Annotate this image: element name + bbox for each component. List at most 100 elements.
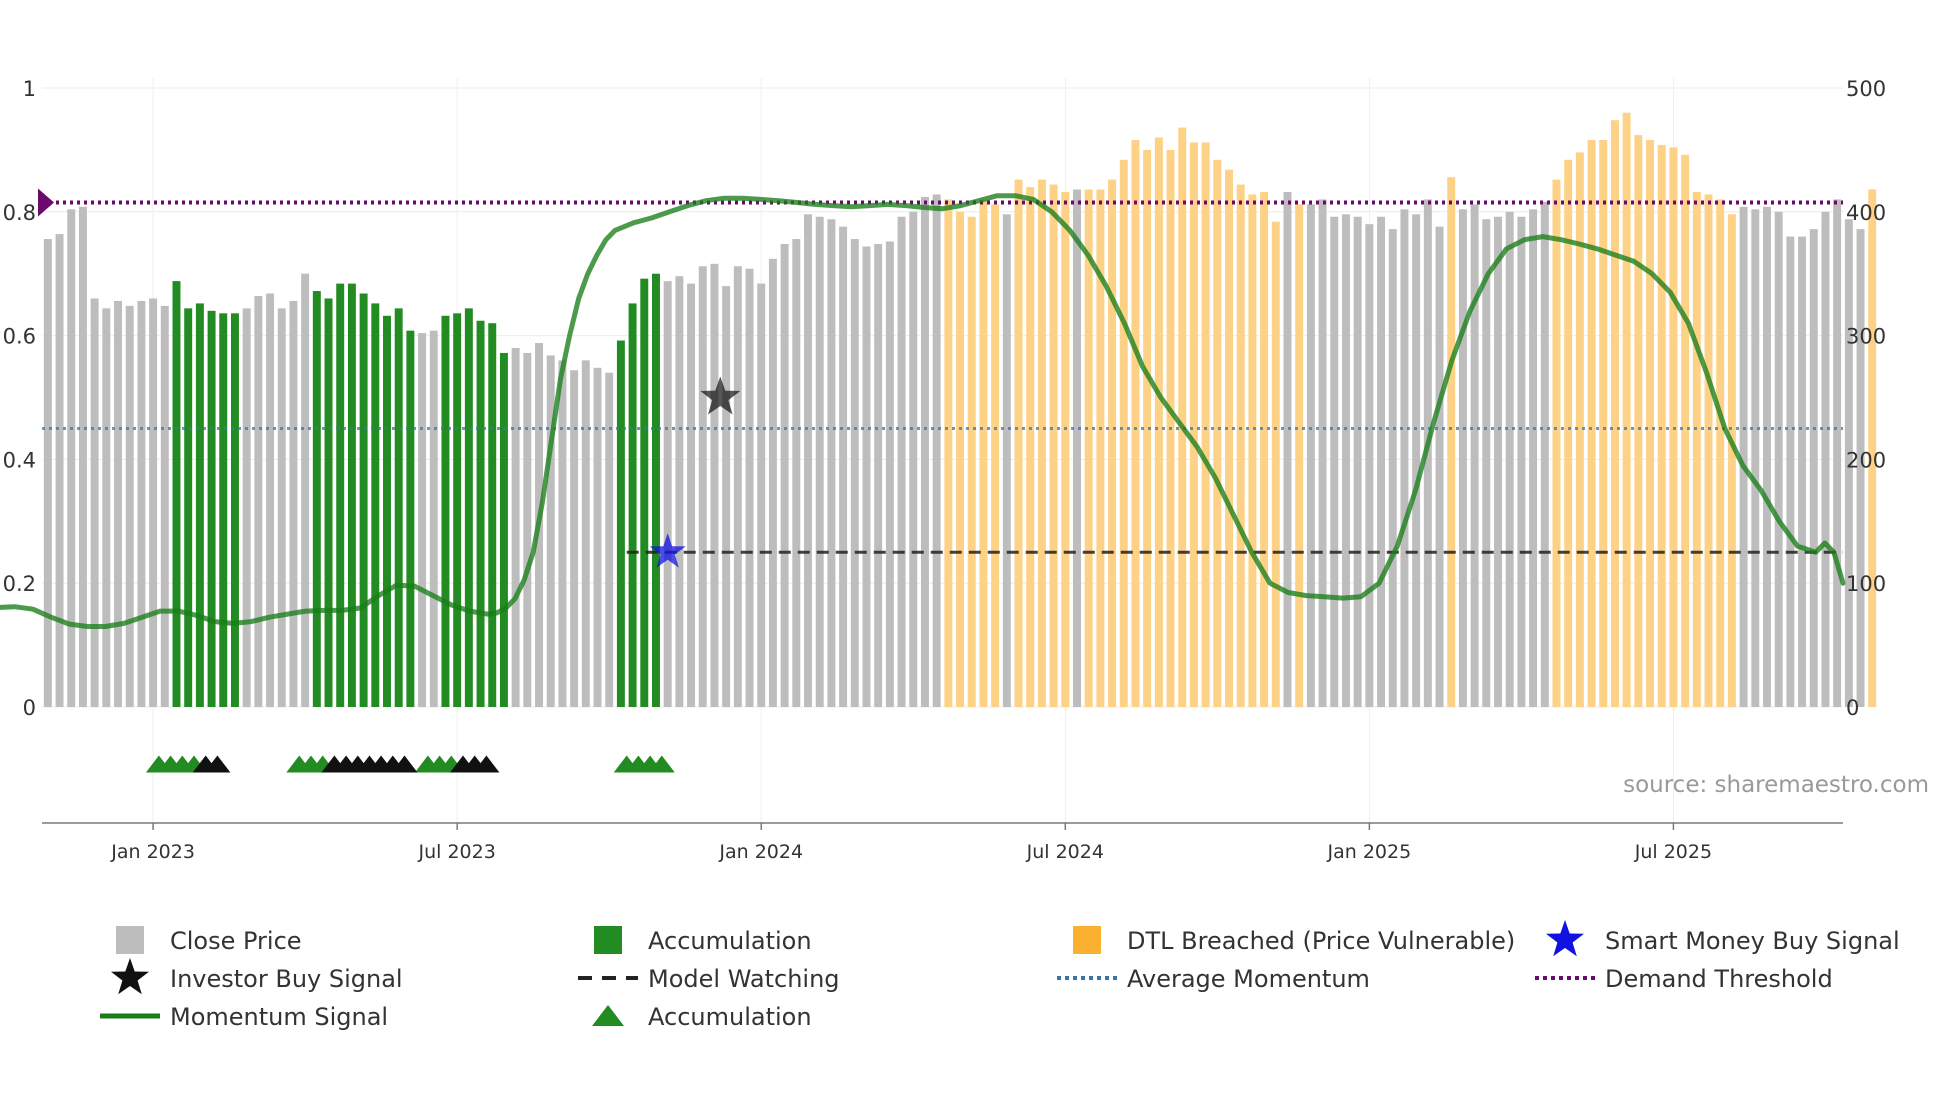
price-bar (125, 305, 134, 707)
price-bar (1681, 154, 1690, 708)
price-bar (1809, 229, 1818, 707)
axes: 0 0.2 0.4 0.6 0.8 1 0 100 200 300 400 500 Jan 2023 Ju… (3, 77, 1887, 863)
right-tick-label: 0 (1846, 696, 1859, 720)
price-bar (464, 308, 473, 707)
grid-lines (42, 78, 1843, 823)
price-bar (628, 303, 637, 707)
legend-label: Accumulation (648, 1003, 812, 1031)
price-bar (1295, 204, 1304, 707)
price-bar (406, 330, 415, 707)
price-bar (675, 276, 684, 707)
price-bar (289, 300, 298, 707)
price-bar (160, 305, 169, 707)
price-bar (184, 308, 193, 707)
price-bar (1739, 206, 1748, 707)
price-bar (1727, 214, 1736, 707)
price-bar (1154, 137, 1163, 707)
legend-label: Accumulation (648, 927, 812, 955)
price-bar (499, 352, 508, 707)
price-bar (1084, 189, 1093, 707)
price-bar (1341, 214, 1350, 707)
price-bar (733, 266, 742, 707)
price-bar (1412, 214, 1421, 707)
price-bar (1529, 209, 1538, 707)
price-bar (1751, 209, 1760, 707)
price-bar (570, 370, 579, 707)
price-bar (558, 360, 567, 707)
price-bar (1037, 179, 1046, 708)
price-bar (1201, 142, 1210, 708)
price-bar (1763, 206, 1771, 707)
price-bar (219, 313, 228, 707)
price-bar (1786, 236, 1795, 707)
price-bar (55, 234, 64, 707)
price-bar (1061, 191, 1070, 708)
price-bar (1353, 216, 1362, 707)
price-bar (207, 310, 216, 707)
price-bar (1143, 149, 1152, 707)
price-bar (1330, 216, 1339, 707)
price-bar (1704, 194, 1713, 708)
price-bar (745, 268, 754, 707)
price-bar (1517, 216, 1526, 707)
legend-label: Close Price (170, 927, 302, 955)
price-bar (710, 263, 719, 707)
legend-label: DTL Breached (Price Vulnerable) (1127, 927, 1515, 955)
price-bar (1213, 159, 1222, 708)
price-bar (43, 239, 52, 708)
price-bar (1119, 159, 1128, 708)
left-tick-label: 0.8 (3, 201, 36, 225)
price-bar (301, 273, 310, 707)
price-bar (768, 258, 777, 707)
price-bar (523, 352, 532, 707)
price-bar (453, 313, 462, 707)
reference-lines (38, 188, 1843, 554)
price-bar (1435, 226, 1444, 707)
left-tick-label: 0 (23, 696, 36, 720)
price-bar (757, 283, 766, 707)
price-bar (862, 246, 871, 707)
price-bar (967, 216, 976, 707)
price-bar (593, 367, 602, 707)
price-bar (1610, 120, 1619, 707)
price-bar (67, 209, 76, 707)
price-bar (991, 204, 1000, 707)
price-bar (616, 340, 625, 707)
price-bar (944, 199, 953, 708)
price-bar (605, 372, 614, 707)
price-bar (1622, 112, 1631, 707)
price-bar (663, 281, 672, 707)
price-bar (371, 303, 380, 707)
price-bar (1108, 179, 1117, 708)
price-bar (920, 196, 929, 707)
price-bar (254, 295, 263, 707)
price-bar (1505, 211, 1514, 708)
price-bar (687, 283, 696, 707)
price-bar (1225, 169, 1233, 707)
price-bar (347, 283, 356, 707)
price-bar (266, 293, 275, 707)
price-bar (137, 300, 146, 707)
price-bar (1552, 179, 1561, 708)
watch-triangle (473, 755, 500, 773)
price-bar (1692, 191, 1701, 708)
price-bar (1575, 152, 1584, 707)
price-bar (909, 211, 918, 708)
price-bar (1073, 189, 1081, 707)
price-bar (1856, 229, 1865, 707)
price-bar (1798, 236, 1807, 707)
price-bar (476, 320, 485, 707)
price-bar (78, 206, 87, 707)
left-tick-label: 1 (23, 77, 36, 101)
price-bar (652, 273, 660, 707)
price-bar (546, 355, 555, 707)
legend-label: Average Momentum (1127, 965, 1370, 993)
price-bar (1540, 201, 1549, 707)
price-bar (1271, 221, 1280, 707)
right-tick-label: 200 (1846, 448, 1886, 472)
legend-label: Smart Money Buy Signal (1605, 927, 1900, 955)
price-bar (1716, 199, 1725, 708)
price-bar (1470, 204, 1479, 707)
price-bar (1260, 191, 1269, 708)
price-bar (149, 298, 158, 707)
